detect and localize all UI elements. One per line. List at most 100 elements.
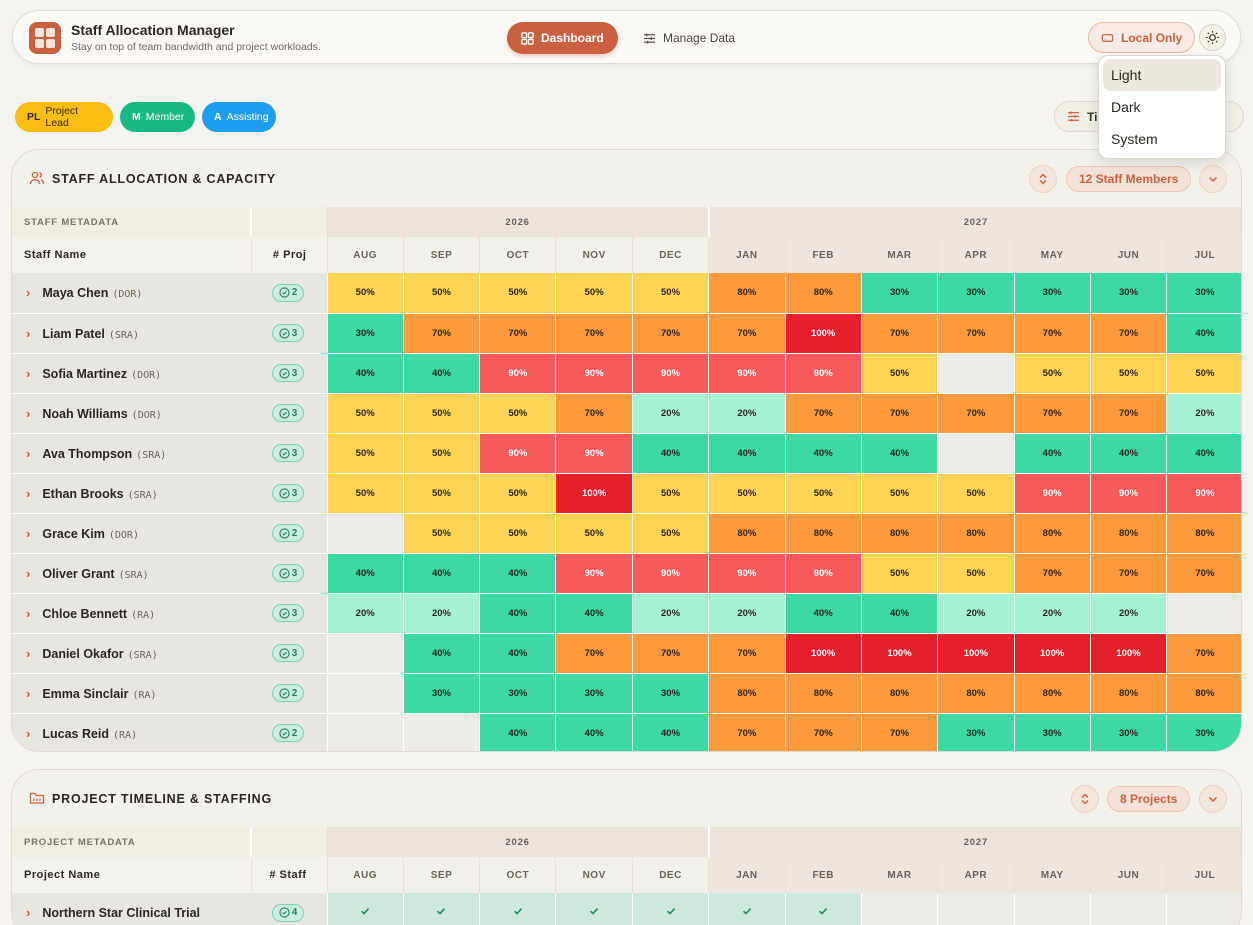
allocation-cell[interactable]: 50%	[1090, 353, 1168, 394]
allocation-cell[interactable]: 90%	[708, 553, 786, 594]
timeline-cell[interactable]	[708, 893, 786, 925]
allocation-cell[interactable]	[937, 433, 1015, 474]
staff-row[interactable]: › Daniel Okafor (SRA) 3 40% 40% 70% 70% 70% 100% 1…	[12, 633, 1241, 674]
allocation-cell[interactable]: 80%	[861, 673, 939, 714]
allocation-cell[interactable]: 100%	[785, 313, 862, 354]
allocation-cell[interactable]: 70%	[1014, 393, 1091, 434]
allocation-cell[interactable]: 70%	[1090, 393, 1168, 434]
allocation-cell[interactable]: 80%	[1090, 673, 1168, 714]
allocation-cell[interactable]: 50%	[327, 393, 404, 434]
allocation-cell[interactable]: 30%	[937, 713, 1015, 751]
staff-row[interactable]: › Emma Sinclair (RA) 2 30% 30% 30% 30% 80% 80% 80%…	[12, 673, 1241, 714]
chevron-right-icon[interactable]: ›	[26, 605, 31, 621]
allocation-cell[interactable]: 40%	[861, 433, 939, 474]
allocation-cell[interactable]: 80%	[785, 673, 862, 714]
allocation-cell[interactable]: 80%	[708, 673, 786, 714]
project-count-badge[interactable]: 2	[272, 684, 304, 702]
staff-name-cell[interactable]: › Ethan Brooks (SRA)	[12, 473, 251, 514]
allocation-cell[interactable]: 100%	[1014, 633, 1091, 674]
project-row[interactable]: › Northern Star Clinical Trial 4	[12, 893, 1241, 925]
chevron-right-icon[interactable]: ›	[26, 325, 31, 341]
allocation-cell[interactable]: 70%	[861, 713, 939, 751]
allocation-cell[interactable]: 50%	[327, 433, 404, 474]
allocation-cell[interactable]: 50%	[403, 513, 481, 554]
allocation-cell[interactable]: 70%	[632, 313, 710, 354]
allocation-cell[interactable]: 90%	[479, 433, 557, 474]
manage-data-tab[interactable]: Manage Data	[629, 22, 749, 54]
chevron-right-icon[interactable]: ›	[26, 565, 31, 581]
timeline-cell[interactable]	[327, 893, 404, 925]
project-count-badge[interactable]: 3	[272, 404, 304, 422]
allocation-cell[interactable]: 80%	[1014, 673, 1091, 714]
allocation-cell[interactable]: 80%	[1166, 673, 1241, 714]
allocation-cell[interactable]: 30%	[1166, 273, 1241, 314]
chevron-right-icon[interactable]: ›	[26, 485, 31, 501]
allocation-cell[interactable]: 50%	[861, 553, 939, 594]
allocation-cell[interactable]: 70%	[1090, 313, 1168, 354]
allocation-cell[interactable]: 50%	[327, 473, 404, 514]
chevron-right-icon[interactable]: ›	[26, 685, 31, 701]
allocation-cell[interactable]: 30%	[327, 313, 404, 354]
allocation-cell[interactable]: 80%	[708, 273, 786, 314]
staff-name-column-header[interactable]: Staff Name	[12, 237, 252, 273]
allocation-cell[interactable]: 70%	[555, 633, 633, 674]
allocation-cell[interactable]: 70%	[632, 633, 710, 674]
allocation-cell[interactable]: 90%	[555, 433, 633, 474]
allocation-cell[interactable]: 50%	[937, 473, 1015, 514]
allocation-cell[interactable]: 40%	[1166, 433, 1241, 474]
theme-option-light[interactable]: Light	[1103, 59, 1221, 91]
staff-sort-toggle-button[interactable]	[1029, 165, 1057, 193]
allocation-cell[interactable]: 70%	[555, 393, 633, 434]
allocation-cell[interactable]: 90%	[555, 353, 633, 394]
allocation-cell[interactable]: 30%	[555, 673, 633, 714]
allocation-cell[interactable]: 30%	[403, 673, 481, 714]
staff-name-cell[interactable]: › Maya Chen (DOR)	[12, 273, 251, 314]
allocation-cell[interactable]: 70%	[937, 393, 1015, 434]
allocation-cell[interactable]: 50%	[555, 273, 633, 314]
project-count-badge[interactable]: 3	[272, 564, 304, 582]
allocation-cell[interactable]: 70%	[785, 393, 862, 434]
allocation-cell[interactable]: 50%	[1014, 353, 1091, 394]
allocation-cell[interactable]: 20%	[632, 593, 710, 634]
timeline-cell[interactable]	[1014, 893, 1091, 925]
allocation-cell[interactable]: 40%	[327, 553, 404, 594]
dashboard-tab[interactable]: Dashboard	[507, 22, 618, 54]
allocation-cell[interactable]: 40%	[861, 593, 939, 634]
staff-row[interactable]: › Ava Thompson (SRA) 3 50% 50% 90% 90% 40% 40% 40%…	[12, 433, 1241, 474]
allocation-cell[interactable]: 20%	[708, 593, 786, 634]
theme-option-dark[interactable]: Dark	[1111, 99, 1141, 115]
staff-row[interactable]: › Noah Williams (DOR) 3 50% 50% 50% 70% 20% 20% 70…	[12, 393, 1241, 434]
allocation-cell[interactable]	[403, 713, 481, 751]
allocation-cell[interactable]: 70%	[708, 713, 786, 751]
allocation-cell[interactable]: 30%	[1090, 713, 1168, 751]
chevron-right-icon[interactable]: ›	[26, 525, 31, 541]
allocation-cell[interactable]: 30%	[479, 673, 557, 714]
staff-name-cell[interactable]: › Oliver Grant (SRA)	[12, 553, 251, 594]
staff-name-cell[interactable]: › Liam Patel (SRA)	[12, 313, 251, 354]
staff-count-column-header[interactable]: # Staff	[251, 857, 328, 893]
allocation-cell[interactable]: 80%	[861, 513, 939, 554]
chevron-right-icon[interactable]: ›	[26, 365, 31, 381]
allocation-cell[interactable]: 70%	[555, 313, 633, 354]
project-collapse-button[interactable]	[1199, 785, 1227, 813]
staff-name-cell[interactable]: › Daniel Okafor (SRA)	[12, 633, 251, 674]
allocation-cell[interactable]	[327, 633, 404, 674]
allocation-cell[interactable]: 30%	[1090, 273, 1168, 314]
proj-count-column-header[interactable]: # Proj	[251, 237, 328, 273]
allocation-cell[interactable]: 90%	[555, 553, 633, 594]
chevron-right-icon[interactable]: ›	[26, 285, 31, 301]
allocation-cell[interactable]: 30%	[632, 673, 710, 714]
allocation-cell[interactable]: 20%	[632, 393, 710, 434]
allocation-cell[interactable]	[1166, 593, 1241, 634]
timeline-cell[interactable]	[785, 893, 862, 925]
timeline-cell[interactable]	[1166, 893, 1241, 925]
allocation-cell[interactable]: 40%	[555, 713, 633, 751]
allocation-cell[interactable]: 70%	[785, 713, 862, 751]
allocation-cell[interactable]: 90%	[785, 553, 862, 594]
project-count-badge[interactable]: 3	[272, 324, 304, 342]
allocation-cell[interactable]: 20%	[1090, 593, 1168, 634]
allocation-cell[interactable]: 40%	[479, 633, 557, 674]
allocation-cell[interactable]: 90%	[1090, 473, 1168, 514]
allocation-cell[interactable]: 50%	[1166, 353, 1241, 394]
allocation-cell[interactable]: 20%	[1014, 593, 1091, 634]
